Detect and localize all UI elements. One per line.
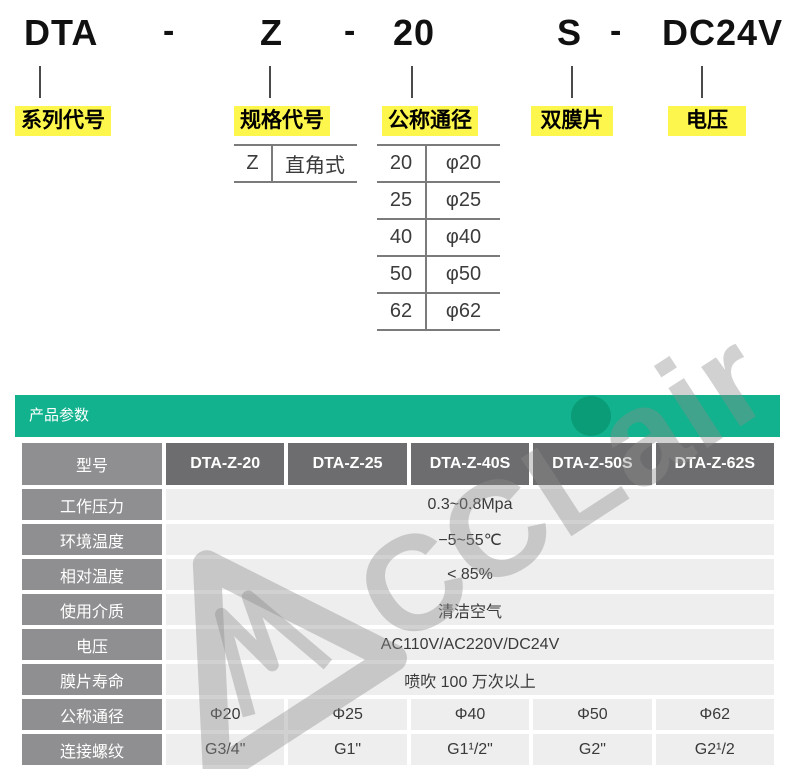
diameter-code-cell: 50: [389, 263, 413, 285]
segment-label-membrane: 双膜片: [531, 106, 613, 136]
connector-line: [269, 66, 271, 98]
param-row-label: 使用介质: [22, 594, 162, 625]
param-value: AC110V/AC220V/DC24V: [166, 629, 774, 660]
param-value: G3/4": [166, 734, 285, 765]
diameter-code-cell: 25: [389, 189, 413, 211]
model-code-separator: -: [610, 12, 622, 50]
diameter-desc-cell: φ25: [445, 189, 482, 211]
param-value: G1": [288, 734, 407, 765]
diameter-desc-cell: φ20: [445, 152, 482, 174]
param-value: G2": [533, 734, 652, 765]
param-value: G1¹/2": [410, 734, 530, 765]
column-header: DTA-Z-25: [288, 443, 407, 485]
param-row-label: 连接螺纹: [22, 734, 162, 765]
param-value: Φ25: [288, 699, 407, 730]
param-value: G2¹/2: [655, 734, 774, 765]
param-row-label: 公称通径: [22, 699, 162, 730]
cell-divider: [425, 220, 427, 255]
model-segment-voltage: DC24V: [662, 12, 784, 53]
param-value: Φ20: [166, 699, 285, 730]
spec-desc-cell: 直角式: [285, 155, 345, 177]
column-header: DTA-Z-40S: [410, 443, 530, 485]
model-code-separator: -: [344, 12, 356, 50]
table-row: Z 直角式: [234, 144, 357, 183]
connector-line: [701, 66, 703, 98]
diameter-desc-cell: φ40: [445, 226, 482, 248]
diameter-code-cell: 62: [389, 300, 413, 322]
diameter-code-cell: 40: [389, 226, 413, 248]
param-value: −5~55℃: [166, 524, 774, 555]
diameter-code-cell: 20: [389, 152, 413, 174]
cell-divider: [425, 146, 427, 181]
cell-divider: [271, 146, 273, 181]
param-row-label: 环境温度: [22, 524, 162, 555]
column-header-model: 型号: [22, 443, 162, 485]
watermark-dot: [571, 396, 611, 436]
column-header: DTA-Z-20: [166, 443, 285, 485]
segment-label-series: 系列代号: [15, 106, 111, 136]
param-row-label: 相对温度: [22, 559, 162, 590]
parameters-table: 型号 DTA-Z-20 DTA-Z-25 DTA-Z-40S DTA-Z-50S…: [22, 443, 774, 765]
param-value: Φ40: [410, 699, 530, 730]
spec-code-cell: Z: [246, 152, 259, 174]
segment-label-diameter: 公称通径: [382, 106, 478, 136]
param-row-label: 膜片寿命: [22, 664, 162, 695]
connector-line: [411, 66, 413, 98]
table-row: 50 φ50: [377, 255, 500, 292]
cell-divider: [425, 257, 427, 292]
param-value: 0.3~0.8Mpa: [166, 489, 774, 520]
diameter-desc-cell: φ62: [445, 300, 482, 322]
param-value: < 85%: [166, 559, 774, 590]
section-title-bar: 产品参数: [15, 395, 780, 437]
param-row-label: 电压: [22, 629, 162, 660]
diameter-desc-cell: φ50: [445, 263, 482, 285]
model-segment-series: DTA: [24, 12, 99, 53]
diameter-table: 20 φ20 25 φ25 40 φ40 50 φ50 62 φ62: [377, 144, 500, 331]
param-value: Φ50: [533, 699, 652, 730]
param-value: Φ62: [655, 699, 774, 730]
segment-label-spec: 规格代号: [234, 106, 330, 136]
spec-code-table: Z 直角式: [234, 144, 357, 183]
connector-line: [39, 66, 41, 98]
cell-divider: [425, 183, 427, 218]
segment-label-voltage: 电压: [668, 106, 746, 136]
column-header: DTA-Z-62S: [655, 443, 774, 485]
cell-divider: [425, 294, 427, 329]
model-segment-spec: Z: [260, 12, 283, 53]
table-row: 25 φ25: [377, 181, 500, 218]
model-code-separator: -: [163, 12, 175, 50]
table-row: 40 φ40: [377, 218, 500, 255]
table-row: 20 φ20: [377, 144, 500, 181]
param-row-label: 工作压力: [22, 489, 162, 520]
table-row: 62 φ62: [377, 292, 500, 331]
param-value: 清洁空气: [166, 594, 774, 625]
model-segment-diameter: 20: [393, 12, 436, 53]
column-header: DTA-Z-50S: [533, 443, 652, 485]
param-value: 喷吹 100 万次以上: [166, 664, 774, 695]
model-segment-membrane: S: [557, 12, 583, 53]
connector-line: [571, 66, 573, 98]
